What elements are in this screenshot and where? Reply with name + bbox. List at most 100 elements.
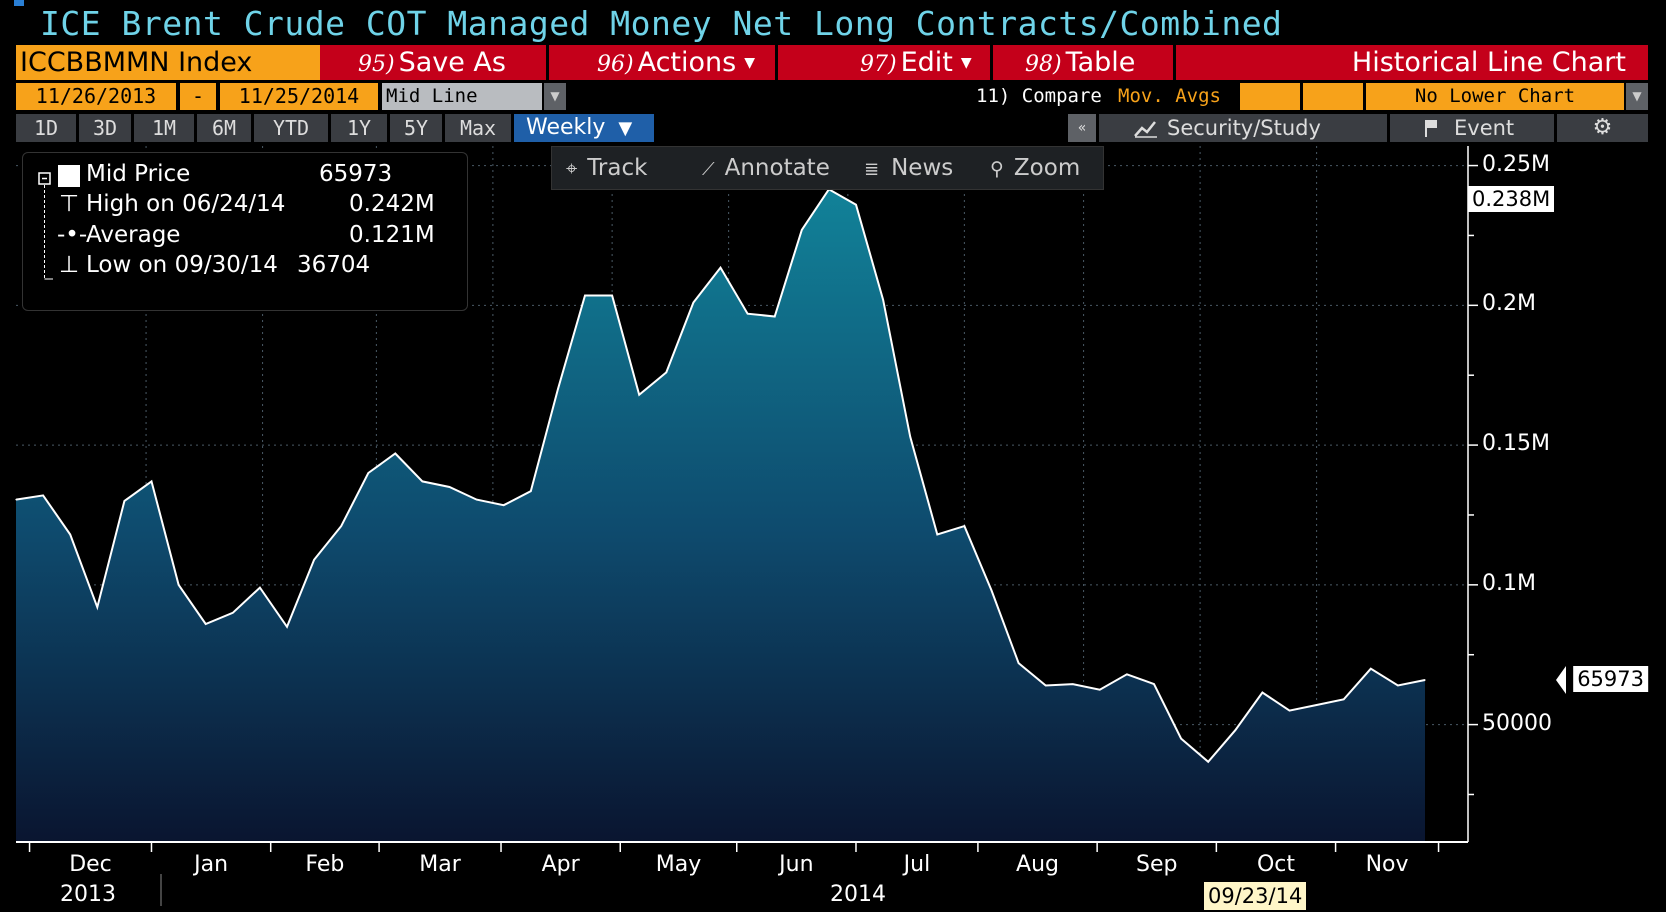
data-point bbox=[205, 623, 207, 625]
ticker-field[interactable]: ICCBBMMN Index bbox=[16, 45, 336, 80]
x-month-label: Sep bbox=[1136, 852, 1178, 877]
triangle-down-icon: ▼ bbox=[618, 118, 633, 139]
data-point bbox=[1180, 738, 1182, 740]
x-month-label: Apr bbox=[541, 852, 580, 877]
data-point bbox=[747, 313, 749, 315]
start-date-field[interactable]: 11/26/2013 bbox=[16, 83, 176, 110]
data-point bbox=[855, 204, 857, 206]
chevron-down-icon: ▼ bbox=[960, 55, 972, 71]
mov-avg-field-2[interactable] bbox=[1303, 83, 1363, 110]
period-6m[interactable]: 6M bbox=[197, 114, 251, 142]
news-tool[interactable]: ≣ News bbox=[864, 147, 953, 189]
y-tick-label: 0.2M bbox=[1482, 291, 1536, 317]
data-point bbox=[42, 494, 44, 496]
chart-tools-bar: ⌖ Track ⟋ Annotate ≣ News ⚲ Zoom bbox=[551, 146, 1104, 190]
security-study-button[interactable]: Security/Study bbox=[1099, 114, 1387, 142]
zoom-tool[interactable]: ⚲ Zoom bbox=[990, 147, 1080, 189]
data-point bbox=[1207, 761, 1209, 763]
news-label: News bbox=[891, 155, 954, 181]
chevron-down-icon[interactable]: ▼ bbox=[544, 83, 566, 110]
end-date-field[interactable]: 11/25/2014 bbox=[220, 83, 378, 110]
legend-high-value: 0.242M bbox=[349, 191, 435, 217]
event-button[interactable]: Event bbox=[1390, 114, 1554, 142]
collapse-button[interactable]: « bbox=[1068, 114, 1096, 142]
chart-study-icon bbox=[1134, 121, 1157, 138]
legend-average-label: Average bbox=[86, 222, 181, 248]
legend-low-value: 36704 bbox=[297, 252, 371, 278]
data-point bbox=[69, 533, 71, 536]
magnifier-icon: ⚲ bbox=[990, 158, 1004, 180]
y-tick-label: 0.15M bbox=[1482, 431, 1550, 457]
data-point bbox=[1370, 668, 1372, 670]
data-point bbox=[1343, 698, 1345, 701]
table-button[interactable]: 98) Table bbox=[993, 45, 1173, 80]
period-1m[interactable]: 1M bbox=[134, 114, 194, 142]
x-month-label: Jun bbox=[779, 852, 814, 877]
data-point bbox=[665, 371, 667, 373]
chevron-down-icon: ▼ bbox=[744, 55, 755, 71]
x-year-label: 2014 bbox=[830, 882, 886, 907]
compare-button[interactable]: 11) Compare bbox=[976, 85, 1102, 107]
period-3d[interactable]: 3D bbox=[79, 114, 131, 142]
period-max[interactable]: Max bbox=[445, 114, 511, 142]
lower-chart-select[interactable]: No Lower Chart bbox=[1366, 83, 1624, 110]
period-1d[interactable]: 1D bbox=[16, 114, 76, 142]
moving-averages-button[interactable]: Mov. Avgs bbox=[1118, 85, 1221, 107]
gear-icon[interactable]: ⚙ bbox=[1557, 114, 1648, 142]
x-month-label: Jul bbox=[903, 852, 931, 877]
mov-avg-field-1[interactable] bbox=[1240, 83, 1300, 110]
data-point bbox=[530, 490, 532, 492]
data-point bbox=[421, 480, 423, 482]
track-tool[interactable]: ⌖ Track bbox=[566, 147, 647, 189]
last-value-flag: 65973 bbox=[1573, 665, 1648, 692]
data-point bbox=[367, 472, 369, 474]
data-point bbox=[232, 612, 234, 614]
annotate-tool[interactable]: ⟋ Annotate bbox=[702, 147, 830, 189]
low-marker-icon: ⊥ bbox=[59, 252, 80, 278]
news-icon: ≣ bbox=[864, 159, 880, 180]
data-point bbox=[259, 587, 261, 589]
data-point bbox=[1234, 729, 1236, 731]
data-point bbox=[774, 315, 776, 318]
save-as-number: 95) bbox=[358, 52, 395, 77]
period-ytd[interactable]: YTD bbox=[254, 114, 328, 142]
legend-low-label: Low on 09/30/14 bbox=[86, 252, 278, 278]
chevron-down-icon[interactable]: ▼ bbox=[1626, 83, 1648, 110]
period-1y[interactable]: 1Y bbox=[331, 114, 387, 142]
data-point bbox=[1126, 673, 1128, 675]
data-point bbox=[1018, 662, 1020, 664]
data-point bbox=[557, 388, 559, 390]
event-label: Event bbox=[1454, 116, 1515, 140]
save-as-label: Save As bbox=[398, 47, 506, 78]
edit-button[interactable]: 97) Edit ▼ bbox=[778, 45, 990, 80]
chart-legend: Mid Price 65973 ⊤ High on 06/24/14 0.242… bbox=[22, 152, 468, 311]
data-point bbox=[584, 294, 586, 297]
data-point bbox=[123, 500, 125, 502]
security-study-label: Security/Study bbox=[1167, 116, 1321, 140]
zoom-label: Zoom bbox=[1013, 155, 1081, 181]
data-point bbox=[1288, 710, 1291, 712]
series-swatch bbox=[58, 165, 80, 187]
x-month-label: Mar bbox=[419, 852, 461, 877]
data-point bbox=[476, 499, 478, 501]
actions-button[interactable]: 96) Actions ▼ bbox=[549, 45, 775, 80]
date-range-dash: - bbox=[180, 83, 216, 110]
x-month-label: Oct bbox=[1256, 852, 1295, 877]
frequency-select[interactable]: Weekly ▼ bbox=[514, 114, 654, 142]
data-point bbox=[503, 504, 505, 506]
pencil-icon: ⟋ bbox=[702, 159, 715, 180]
crosshair-icon: ⌖ bbox=[566, 156, 578, 180]
chart-type-label: Historical Line Chart bbox=[1176, 45, 1648, 80]
annotate-label: Annotate bbox=[724, 155, 830, 181]
data-point bbox=[990, 589, 993, 592]
field-select[interactable]: Mid Line bbox=[382, 83, 542, 110]
flag-icon bbox=[1425, 120, 1437, 137]
y-tick-label: 0.1M bbox=[1482, 570, 1536, 596]
data-point bbox=[1153, 683, 1155, 685]
save-as-button[interactable]: 95) Save As bbox=[320, 45, 546, 80]
data-point bbox=[1099, 689, 1101, 691]
last-value-pointer bbox=[1556, 665, 1566, 694]
edit-label: Edit bbox=[900, 47, 953, 78]
period-5y[interactable]: 5Y bbox=[390, 114, 442, 142]
frequency-label: Weekly bbox=[526, 115, 606, 140]
